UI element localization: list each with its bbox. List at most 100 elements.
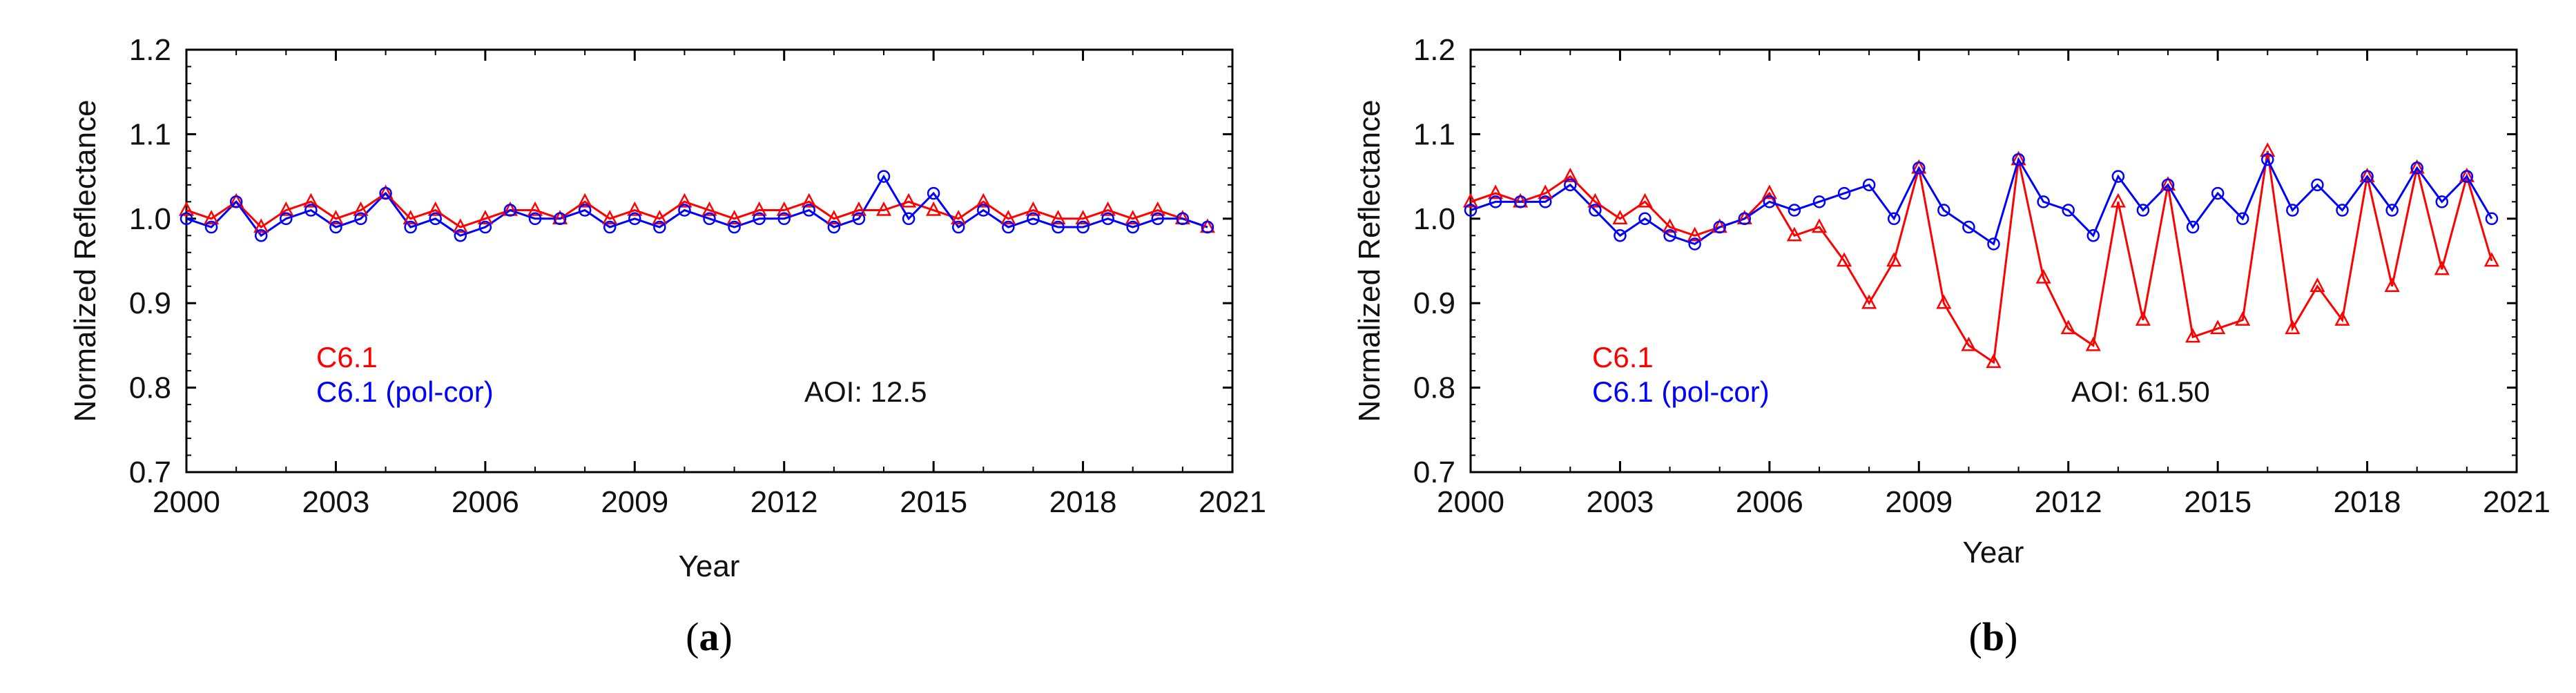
data-point-c61-pol-cor (2485, 212, 2499, 226)
y-tick-label: 1.0 (129, 202, 171, 236)
data-point-c61 (1000, 210, 1016, 225)
data-point-c61-pol-cor (852, 212, 866, 226)
data-point-c61-pol-cor (1027, 212, 1040, 226)
x-tick-label: 2012 (750, 485, 818, 519)
data-point-c61-pol-cor (1489, 195, 1502, 208)
data-point-c61 (527, 201, 543, 216)
data-point-c61 (1150, 201, 1165, 216)
data-point-c61-pol-cor (2385, 204, 2399, 217)
data-point-c61 (2434, 260, 2450, 275)
data-point-c61-pol-cor (1513, 195, 1527, 208)
y-axis-label: Normalized Reflectance (1353, 99, 1386, 422)
data-point-c61 (751, 201, 767, 216)
data-point-c61 (602, 210, 618, 225)
data-point-c61-pol-cor (977, 204, 990, 217)
series-markers (178, 170, 1216, 242)
data-point-c61-pol-cor (1151, 212, 1165, 226)
data-point-c61 (1961, 336, 1977, 351)
data-point-c61-pol-cor (2012, 153, 2025, 166)
data-point-c61 (2483, 252, 2500, 267)
data-point-c61-pol-cor (653, 220, 666, 234)
data-point-c61 (926, 201, 942, 216)
data-point-c61 (328, 210, 344, 225)
data-point-c61 (1786, 226, 1803, 242)
y-tick-label: 0.7 (129, 456, 171, 489)
data-point-c61-pol-cor (528, 212, 542, 226)
data-point-c61-pol-cor (777, 212, 791, 226)
data-point-c61-pol-cor (1688, 237, 1701, 251)
data-point-c61-pol-cor (2410, 162, 2423, 175)
series-line-c61 (1470, 150, 2493, 364)
data-point-c61 (2260, 142, 2276, 157)
data-point-c61 (203, 210, 220, 225)
data-point-c61-pol-cor (2211, 186, 2225, 200)
data-point-c61 (178, 201, 195, 216)
data-point-c61 (403, 210, 418, 225)
data-point-c61 (1538, 184, 1553, 199)
data-point-c61-pol-cor (379, 186, 392, 200)
data-point-c61 (1986, 353, 2002, 369)
y-tick-label: 1.2 (1413, 33, 1455, 67)
data-point-c61-pol-cor (1862, 178, 1876, 192)
data-point-c61-pol-cor (753, 212, 766, 226)
data-point-c61 (278, 201, 294, 216)
aoi-annotation: AOI: 61.50 (2071, 375, 2210, 408)
data-point-c61-pol-cor (578, 204, 592, 217)
data-point-c61 (427, 201, 443, 216)
x-tick-label: 2000 (153, 485, 220, 519)
data-point-c61-pol-cor (1126, 220, 1139, 234)
data-point-c61-pol-cor (180, 212, 193, 226)
data-point-c61-pol-cor (2161, 178, 2175, 192)
data-point-c61 (1562, 167, 1578, 182)
data-point-c61-pol-cor (2136, 204, 2150, 217)
data-point-c61-pol-cor (2311, 178, 2324, 192)
data-point-c61 (1487, 184, 1504, 199)
data-point-c61 (1050, 210, 1066, 225)
data-point-c61 (1836, 252, 1852, 267)
data-point-c61 (1462, 193, 1479, 208)
data-point-c61 (851, 201, 867, 216)
data-point-c61-pol-cor (1538, 195, 1552, 208)
data-point-c61-pol-cor (478, 220, 492, 234)
panel-label: (b) (1969, 614, 2018, 659)
data-point-c61 (1662, 218, 1678, 233)
data-point-c61-pol-cor (603, 220, 617, 234)
data-point-c61-pol-cor (2460, 170, 2474, 183)
data-point-c61 (875, 201, 892, 216)
data-point-c61 (2309, 277, 2325, 292)
x-tick-label: 2009 (601, 485, 668, 519)
series-line-c61-pol-cor (186, 174, 1208, 237)
data-point-c61 (951, 210, 967, 225)
data-point-c61 (2085, 336, 2101, 351)
y-axis-ticks: 0.7 0.8 0.9 1.0 1.1 1.2 (1413, 33, 2517, 489)
x-axis-ticks: 2000 2003 2006 2009 2012 2015 2018 2021 (1437, 50, 2550, 519)
data-point-c61 (477, 210, 493, 225)
data-point-c61 (452, 218, 468, 233)
data-point-c61-pol-cor (2435, 195, 2449, 208)
data-point-c61-pol-cor (1176, 212, 1190, 226)
data-point-c61-pol-cor (1638, 212, 1652, 226)
x-tick-label: 2009 (1885, 485, 1953, 519)
data-point-c61 (577, 193, 593, 208)
data-point-c61 (701, 201, 717, 216)
data-point-c61-pol-cor (678, 204, 691, 217)
x-axis-label: Year (1963, 536, 2024, 569)
data-point-c61-pol-cor (1887, 212, 1901, 226)
data-point-c61 (677, 193, 693, 208)
y-axis-ticks: 0.7 0.8 0.9 1.0 1.1 1.2 (129, 33, 1232, 489)
data-point-c61-pol-cor (703, 212, 716, 226)
x-tick-label: 2018 (1049, 485, 1117, 519)
data-point-c61-pol-cor (329, 220, 342, 234)
x-tick-label: 2006 (1736, 485, 1803, 519)
data-point-c61 (1100, 201, 1116, 216)
data-point-c61-pol-cor (454, 229, 467, 242)
data-point-c61 (1025, 201, 1041, 216)
x-tick-label: 2003 (1586, 485, 1654, 519)
legend-c61-pol-cor: C6.1 (pol-cor) (1592, 375, 1770, 408)
data-point-c61 (1587, 193, 1603, 208)
data-point-c61 (776, 201, 792, 216)
panel-label: (a) (686, 614, 733, 659)
data-point-c61 (1861, 294, 1877, 309)
data-point-c61-pol-cor (1987, 237, 2000, 251)
x-tick-label: 2000 (1437, 485, 1504, 519)
